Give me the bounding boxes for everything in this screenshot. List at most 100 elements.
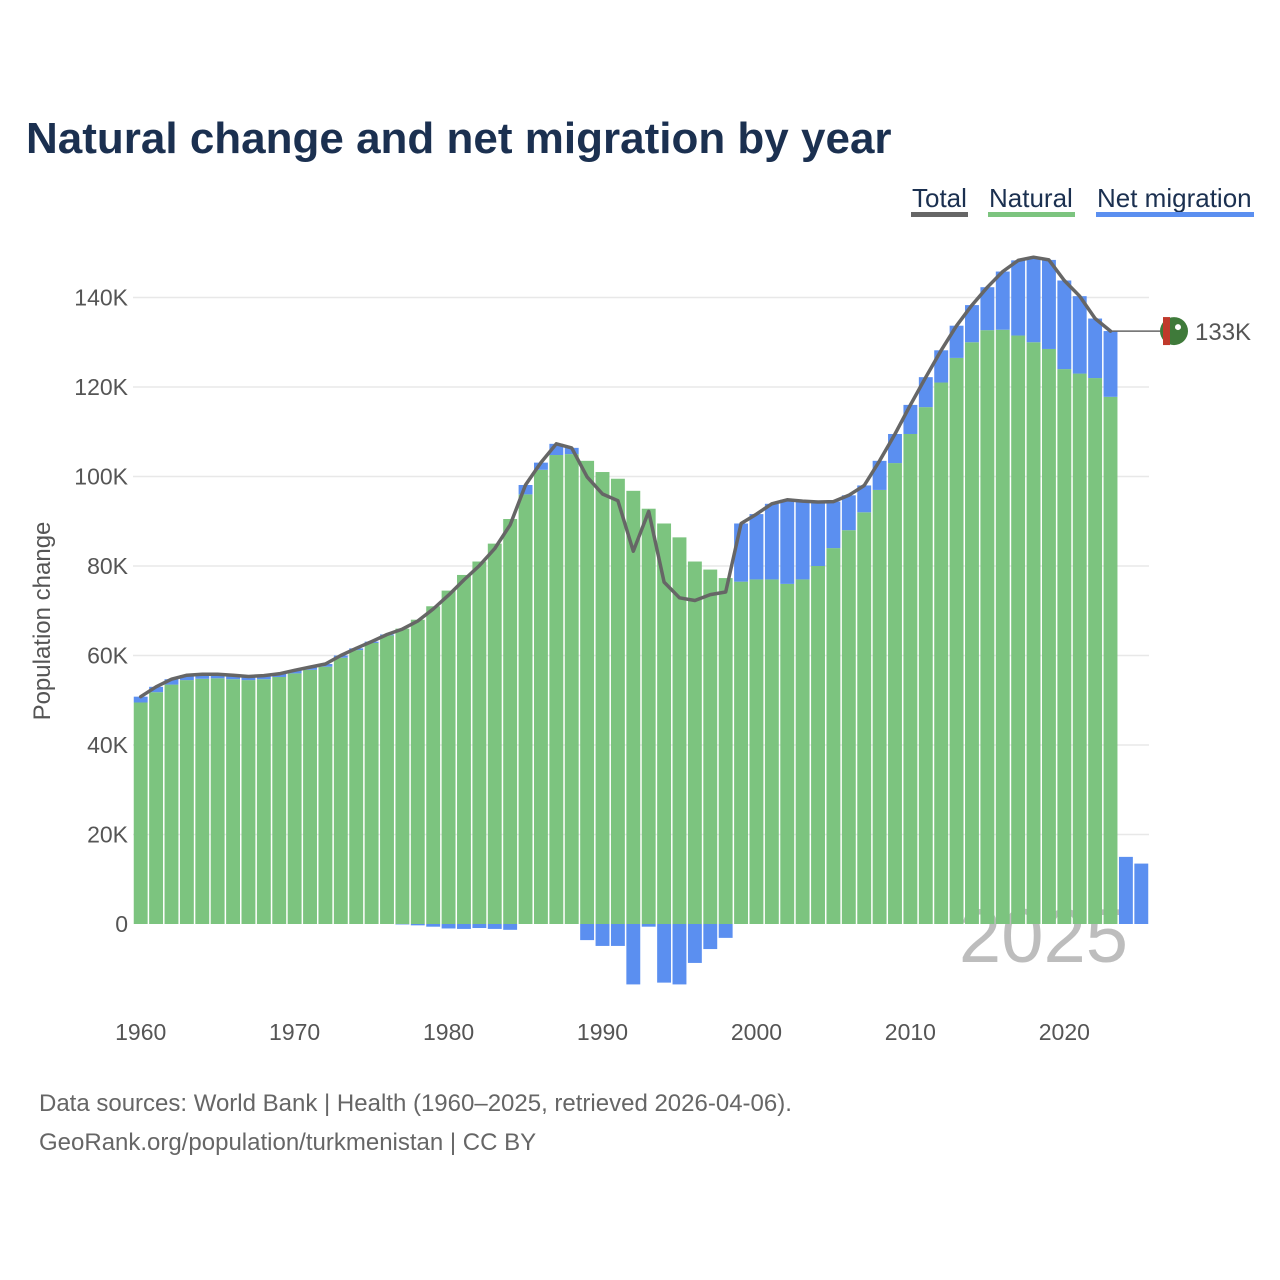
bar-natural[interactable] <box>826 548 841 924</box>
bar-natural[interactable] <box>533 469 548 924</box>
bar-net-migration[interactable] <box>703 924 718 950</box>
bar-natural[interactable] <box>734 581 749 924</box>
bar-net-migration[interactable] <box>226 675 241 680</box>
bar-natural[interactable] <box>364 642 379 924</box>
bar-natural[interactable] <box>811 566 825 924</box>
bar-natural[interactable] <box>410 619 425 924</box>
bar-natural[interactable] <box>149 692 164 924</box>
legend-item-net-migration[interactable]: Net migration <box>1096 183 1254 217</box>
bar-net-migration[interactable] <box>195 674 210 679</box>
bar-natural[interactable] <box>595 472 610 924</box>
bar-net-migration[interactable] <box>1011 260 1026 336</box>
bar-natural[interactable] <box>626 490 641 924</box>
bar-natural[interactable] <box>980 330 995 925</box>
bar-natural[interactable] <box>965 342 979 924</box>
bar-net-migration[interactable] <box>626 924 641 985</box>
bar-natural[interactable] <box>564 454 579 924</box>
bar-net-migration[interactable] <box>410 924 425 926</box>
bar-net-migration[interactable] <box>487 924 502 929</box>
bar-net-migration[interactable] <box>995 271 1010 330</box>
bar-natural[interactable] <box>303 669 317 924</box>
bar-natural[interactable] <box>764 579 779 924</box>
bar-natural[interactable] <box>795 579 810 924</box>
bar-net-migration[interactable] <box>595 924 610 946</box>
bar-net-migration[interactable] <box>687 924 702 963</box>
bar-net-migration[interactable] <box>256 675 271 680</box>
bar-net-migration[interactable] <box>426 924 441 927</box>
bar-net-migration[interactable] <box>580 924 595 941</box>
bar-natural[interactable] <box>164 684 179 924</box>
bar-natural[interactable] <box>1088 378 1103 924</box>
bar-natural[interactable] <box>487 543 502 924</box>
bar-natural[interactable] <box>888 463 902 924</box>
bar-natural[interactable] <box>256 679 271 924</box>
bar-natural[interactable] <box>272 676 287 924</box>
bar-natural[interactable] <box>672 537 687 924</box>
bar-net-migration[interactable] <box>1041 259 1056 349</box>
bar-net-migration[interactable] <box>1026 257 1041 343</box>
bar-natural[interactable] <box>441 590 456 924</box>
bar-natural[interactable] <box>780 583 795 924</box>
bar-natural[interactable] <box>872 489 887 924</box>
bar-net-migration[interactable] <box>549 443 564 456</box>
bar-net-migration[interactable] <box>503 924 518 930</box>
bar-net-migration[interactable] <box>641 924 656 927</box>
bar-net-migration[interactable] <box>918 377 933 408</box>
bar-net-migration[interactable] <box>980 287 995 331</box>
bar-net-migration[interactable] <box>441 924 456 929</box>
bar-net-migration[interactable] <box>610 924 625 946</box>
bar-natural[interactable] <box>857 512 872 924</box>
bar-net-migration[interactable] <box>934 350 949 383</box>
bar-natural[interactable] <box>426 606 441 924</box>
bar-natural[interactable] <box>580 460 595 924</box>
bar-net-migration[interactable] <box>1134 863 1149 924</box>
bar-natural[interactable] <box>903 433 918 924</box>
bar-natural[interactable] <box>133 702 148 924</box>
bar-natural[interactable] <box>549 455 564 924</box>
bar-natural[interactable] <box>657 523 672 924</box>
bar-natural[interactable] <box>703 569 718 924</box>
bar-natural[interactable] <box>949 357 964 925</box>
bar-net-migration[interactable] <box>1088 318 1103 379</box>
bar-net-migration[interactable] <box>780 499 795 584</box>
bar-net-migration[interactable] <box>888 433 902 464</box>
bar-natural[interactable] <box>472 561 487 924</box>
bar-natural[interactable] <box>1041 348 1056 924</box>
bar-natural[interactable] <box>179 680 194 924</box>
bar-net-migration[interactable] <box>457 924 471 929</box>
bar-natural[interactable] <box>841 530 856 924</box>
bar-natural[interactable] <box>995 329 1010 925</box>
bar-net-migration[interactable] <box>872 460 887 490</box>
bar-natural[interactable] <box>687 561 702 924</box>
bar-net-migration[interactable] <box>811 502 825 566</box>
bar-natural[interactable] <box>749 579 764 924</box>
bar-net-migration[interactable] <box>657 924 672 983</box>
bar-natural[interactable] <box>395 628 410 924</box>
bar-natural[interactable] <box>934 382 949 924</box>
bar-net-migration[interactable] <box>965 305 979 343</box>
bar-net-migration[interactable] <box>826 501 841 549</box>
bar-net-migration[interactable] <box>533 462 548 470</box>
bar-natural[interactable] <box>518 494 533 924</box>
bar-natural[interactable] <box>1103 396 1118 925</box>
bar-net-migration[interactable] <box>749 514 764 580</box>
bar-net-migration[interactable] <box>210 674 225 679</box>
bar-net-migration[interactable] <box>149 686 164 693</box>
bar-natural[interactable] <box>349 650 364 924</box>
bar-net-migration[interactable] <box>672 924 687 985</box>
bar-net-migration[interactable] <box>133 696 148 703</box>
bar-net-migration[interactable] <box>903 404 918 434</box>
bar-natural[interactable] <box>380 635 394 924</box>
bar-natural[interactable] <box>718 578 733 924</box>
bar-net-migration[interactable] <box>764 503 779 580</box>
bar-net-migration[interactable] <box>718 924 733 938</box>
bar-natural[interactable] <box>210 678 225 924</box>
legend-item-total[interactable]: Total <box>911 183 968 217</box>
bar-natural[interactable] <box>918 407 933 924</box>
bar-natural[interactable] <box>287 673 302 924</box>
bar-natural[interactable] <box>457 574 471 924</box>
bar-net-migration[interactable] <box>857 485 872 513</box>
bar-natural[interactable] <box>1011 335 1026 925</box>
bar-natural[interactable] <box>318 666 333 924</box>
bar-natural[interactable] <box>195 678 210 924</box>
